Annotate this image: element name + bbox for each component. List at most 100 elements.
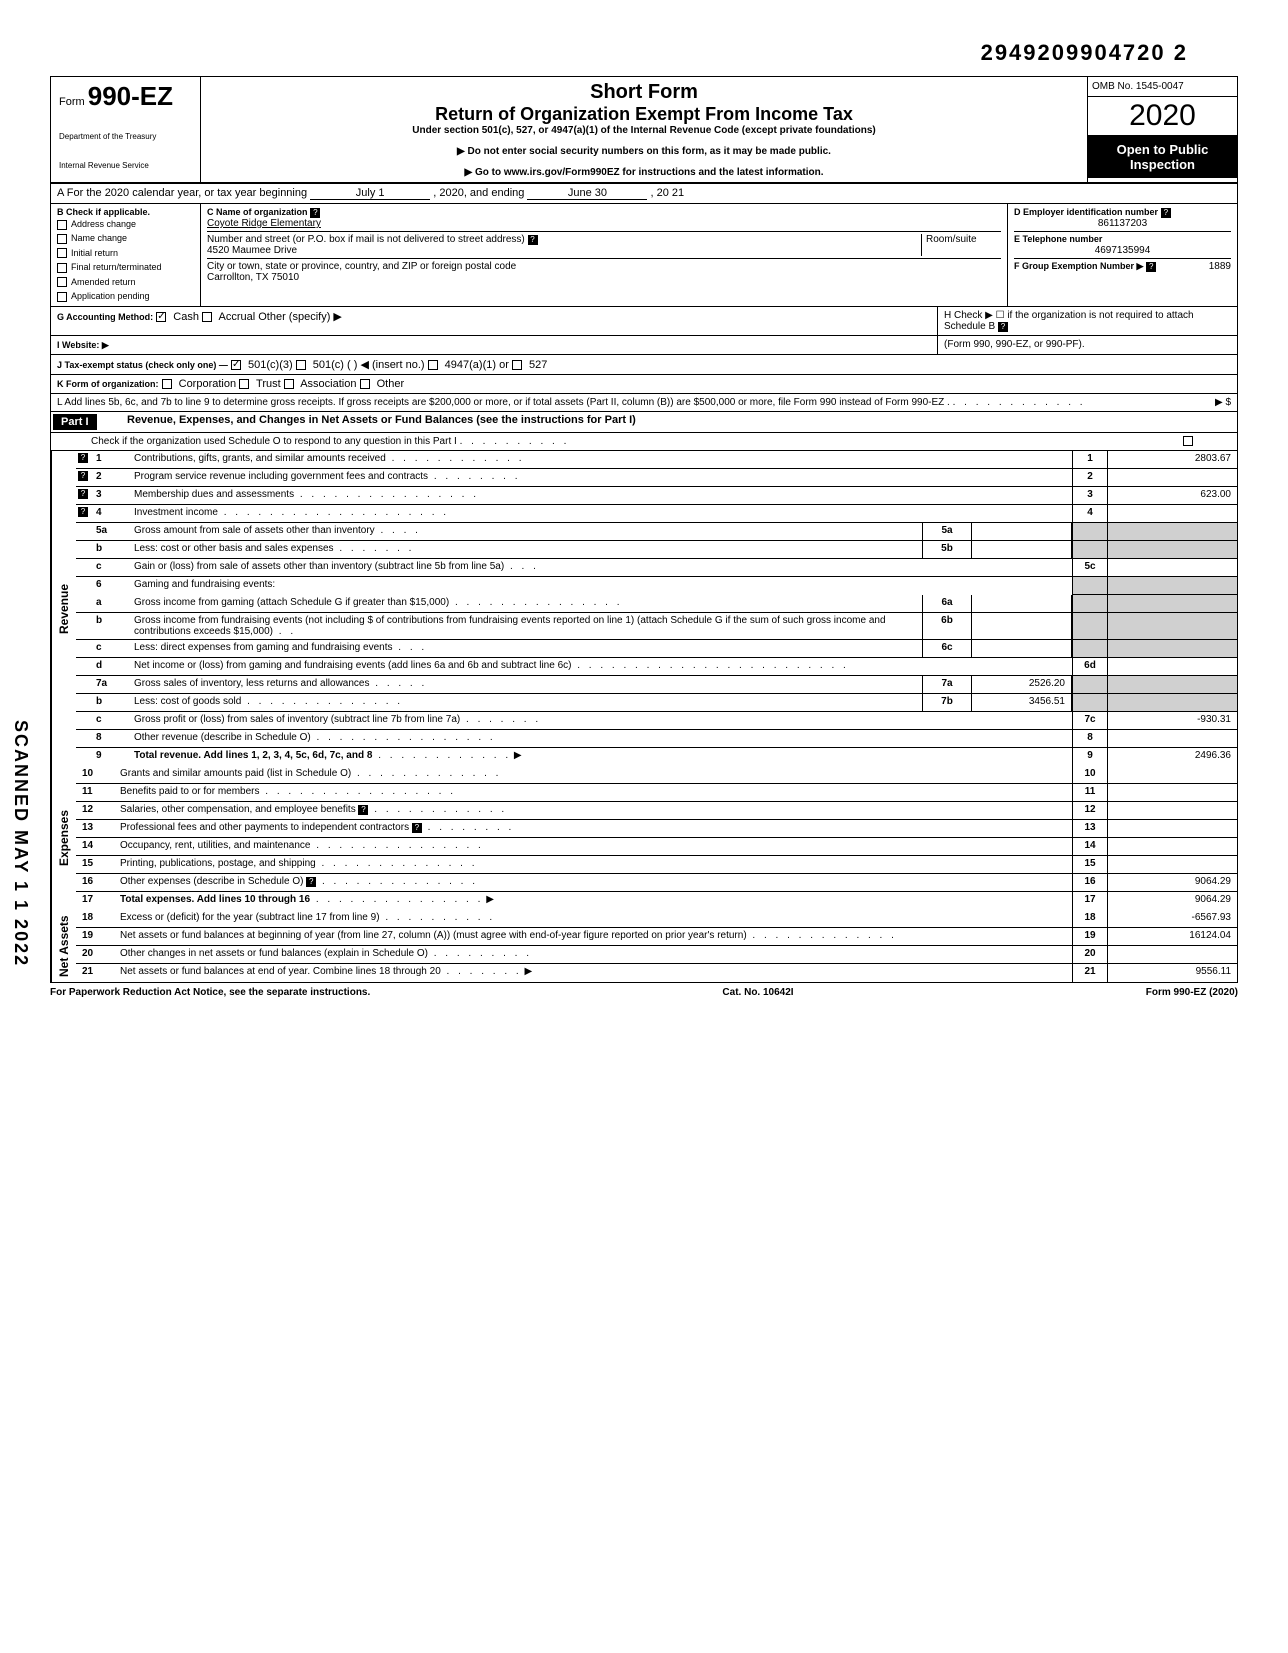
phone-value[interactable]: 4697135994 xyxy=(1014,245,1231,256)
footer-right: Form 990-EZ (2020) xyxy=(1146,987,1238,998)
year-begin[interactable]: July 1 xyxy=(310,187,430,200)
line19-val[interactable]: 16124.04 xyxy=(1107,928,1237,945)
line12-val[interactable] xyxy=(1107,802,1237,819)
section-c-label: C Name of organization xyxy=(207,207,308,217)
check-assoc[interactable] xyxy=(284,379,294,389)
help-icon[interactable]: ? xyxy=(78,471,88,481)
check-cash[interactable] xyxy=(156,312,166,322)
form-header: Form 990-EZ Department of the Treasury I… xyxy=(50,76,1238,184)
group-exemption[interactable]: 1889 xyxy=(1209,261,1231,272)
year-end-month[interactable]: June 30 xyxy=(527,187,647,200)
section-g-label: G Accounting Method: xyxy=(57,312,153,322)
line6b-val[interactable] xyxy=(972,613,1072,639)
check-accrual[interactable] xyxy=(202,312,212,322)
section-d-label: D Employer identification number xyxy=(1014,207,1158,217)
line7c-val[interactable]: -930.31 xyxy=(1107,712,1237,729)
help-icon[interactable]: ? xyxy=(306,877,316,887)
line5c-val[interactable] xyxy=(1107,559,1237,576)
help-icon[interactable]: ? xyxy=(1161,208,1171,218)
subtitle: Under section 501(c), 527, or 4947(a)(1)… xyxy=(209,125,1079,136)
line6a-val[interactable] xyxy=(972,595,1072,612)
line20-val[interactable] xyxy=(1107,946,1237,963)
footer-center: Cat. No. 10642I xyxy=(722,987,793,998)
help-icon[interactable]: ? xyxy=(528,235,538,245)
tax-year: 2020 xyxy=(1088,97,1237,136)
line13-val[interactable] xyxy=(1107,820,1237,837)
section-j-label: J Tax-exempt status (check only one) — xyxy=(57,360,228,370)
line1-val[interactable]: 2803.67 xyxy=(1107,451,1237,468)
line11-val[interactable] xyxy=(1107,784,1237,801)
city-value[interactable]: Carrollton, TX 75010 xyxy=(207,272,299,283)
line8-val[interactable] xyxy=(1107,730,1237,747)
section-b-label: B Check if applicable. xyxy=(57,207,194,217)
section-f-label: F Group Exemption Number ▶ xyxy=(1014,261,1143,271)
check-trust[interactable] xyxy=(239,379,249,389)
check-4947[interactable] xyxy=(428,360,438,370)
page-footer: For Paperwork Reduction Act Notice, see … xyxy=(50,983,1238,1002)
section-b: B Check if applicable. Address change Na… xyxy=(51,204,201,306)
help-icon[interactable]: ? xyxy=(78,489,88,499)
dept-treasury: Department of the Treasury xyxy=(59,132,192,141)
check-name[interactable] xyxy=(57,234,67,244)
return-title: Return of Organization Exempt From Incom… xyxy=(209,104,1079,125)
line6d-val[interactable] xyxy=(1107,658,1237,675)
help-icon[interactable]: ? xyxy=(998,322,1008,332)
check-527[interactable] xyxy=(512,360,522,370)
line18-val[interactable]: -6567.93 xyxy=(1107,910,1237,927)
check-initial[interactable] xyxy=(57,248,67,258)
line5a-val[interactable] xyxy=(972,523,1072,540)
check-other[interactable] xyxy=(360,379,370,389)
line10-val[interactable] xyxy=(1107,766,1237,783)
line15-val[interactable] xyxy=(1107,856,1237,873)
omb-number: OMB No. 1545-0047 xyxy=(1088,77,1237,97)
org-name[interactable]: Coyote Ridge Elementary xyxy=(207,218,321,229)
ein-value[interactable]: 861137203 xyxy=(1014,218,1231,229)
line2-val[interactable] xyxy=(1107,469,1237,486)
check-501c3[interactable] xyxy=(231,360,241,370)
section-g-h-row: G Accounting Method: Cash Accrual Other … xyxy=(50,307,1238,336)
check-pending[interactable] xyxy=(57,292,67,302)
open-public-badge: Open to Public Inspection xyxy=(1088,136,1237,178)
section-d-e-f: D Employer identification number ? 86113… xyxy=(1007,204,1237,306)
dept-irs: Internal Revenue Service xyxy=(59,161,192,170)
section-l-text: L Add lines 5b, 6c, and 7b to line 9 to … xyxy=(57,397,950,408)
line5b-val[interactable] xyxy=(972,541,1072,558)
check-corp[interactable] xyxy=(162,379,172,389)
line16-val[interactable]: 9064.29 xyxy=(1107,874,1237,891)
check-amended[interactable] xyxy=(57,277,67,287)
room-label: Room/suite xyxy=(926,234,977,245)
header-right-block: OMB No. 1545-0047 2020 Open to Public In… xyxy=(1087,77,1237,182)
help-icon[interactable]: ? xyxy=(412,823,422,833)
line17-val[interactable]: 9064.29 xyxy=(1107,892,1237,910)
help-icon[interactable]: ? xyxy=(310,208,320,218)
line7a-val[interactable]: 2526.20 xyxy=(972,676,1072,693)
section-i-row: I Website: ▶ (Form 990, 990-EZ, or 990-P… xyxy=(50,336,1238,355)
line7b-val[interactable]: 3456.51 xyxy=(972,694,1072,711)
instr-ssn: ▶ Do not enter social security numbers o… xyxy=(209,146,1079,157)
form-prefix: Form xyxy=(59,96,85,108)
part1-title: Revenue, Expenses, and Changes in Net As… xyxy=(121,412,1237,432)
line14-val[interactable] xyxy=(1107,838,1237,855)
line3-val[interactable]: 623.00 xyxy=(1107,487,1237,504)
help-icon[interactable]: ? xyxy=(78,507,88,517)
street-address[interactable]: 4520 Maumee Drive xyxy=(207,245,297,256)
section-c: C Name of organization ? Coyote Ridge El… xyxy=(201,204,1007,306)
check-501c[interactable] xyxy=(296,360,306,370)
line6c-val[interactable] xyxy=(972,640,1072,657)
instr-web: ▶ Go to www.irs.gov/Form990EZ for instru… xyxy=(209,167,1079,178)
section-a-label: A For the 2020 calendar year, or tax yea… xyxy=(57,187,307,199)
part1-header: Part I Revenue, Expenses, and Changes in… xyxy=(50,412,1238,433)
help-icon[interactable]: ? xyxy=(358,805,368,815)
line21-val[interactable]: 9556.11 xyxy=(1107,964,1237,982)
section-a-mid: , 2020, and ending xyxy=(433,187,524,199)
footer-left: For Paperwork Reduction Act Notice, see … xyxy=(50,987,370,998)
line9-val[interactable]: 2496.36 xyxy=(1107,748,1237,766)
line4-val[interactable] xyxy=(1107,505,1237,522)
check-final[interactable] xyxy=(57,263,67,273)
help-icon[interactable]: ? xyxy=(78,453,88,463)
check-address[interactable] xyxy=(57,220,67,230)
section-j-row: J Tax-exempt status (check only one) — 5… xyxy=(50,355,1238,375)
help-icon[interactable]: ? xyxy=(1146,262,1156,272)
scanned-stamp: SCANNED MAY 1 1 2022 xyxy=(10,720,31,967)
check-schedule-o[interactable] xyxy=(1183,436,1193,446)
